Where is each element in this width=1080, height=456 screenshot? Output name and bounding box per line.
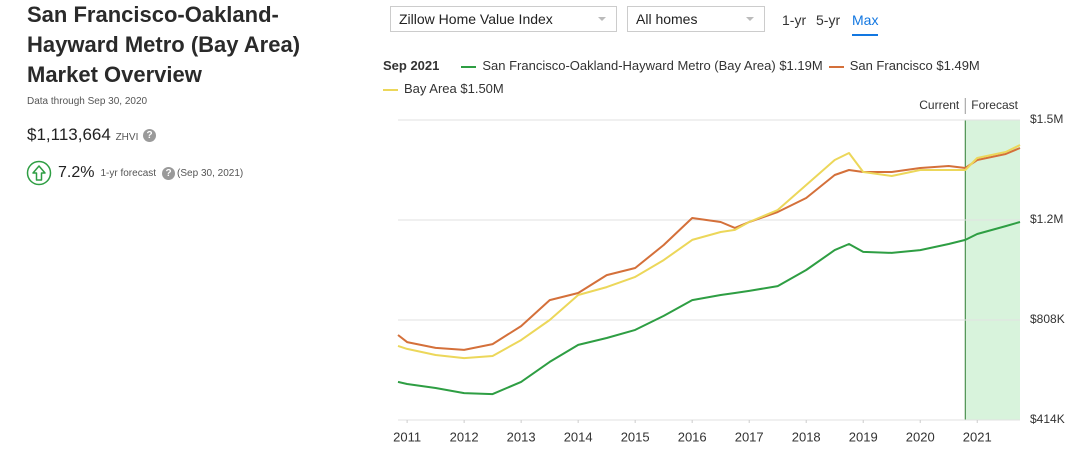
x-tick-label: 2011 xyxy=(393,429,421,444)
x-tick-label: 2015 xyxy=(621,429,650,444)
legend-label: San Francisco-Oakland-Hayward Metro (Bay… xyxy=(482,58,823,73)
legend-swatch xyxy=(461,65,477,68)
legend-item: San Francisco-Oakland-Hayward Metro (Bay… xyxy=(461,54,823,77)
current-label: Current xyxy=(919,98,960,112)
y-tick-label: $414K xyxy=(1030,412,1065,426)
x-tick-label: 2019 xyxy=(849,429,878,444)
forecast-label: 1-yr forecast xyxy=(100,167,157,179)
y-tick-label: $1.2M xyxy=(1030,212,1063,226)
legend-swatch xyxy=(383,88,398,91)
y-tick-label: $1.5M xyxy=(1030,112,1063,126)
x-tick-label: 2021 xyxy=(963,429,992,444)
data-date: Data through Sep 30, 2020 xyxy=(27,96,148,107)
forecast-label: Forecast xyxy=(971,98,1018,112)
x-tick-label: 2013 xyxy=(507,429,536,444)
series-line xyxy=(397,147,1021,351)
x-tick-label: 2020 xyxy=(906,429,935,444)
legend-swatch xyxy=(828,65,844,68)
x-tick-label: 2016 xyxy=(678,429,707,444)
range-tab[interactable]: 1-yr xyxy=(782,12,807,28)
help-icon[interactable]: ? xyxy=(162,166,176,180)
help-icon[interactable]: ? xyxy=(143,129,157,143)
y-tick-label: $808K xyxy=(1030,312,1065,326)
legend-label: San Francisco $1.49M xyxy=(849,58,980,73)
market-title: San Francisco-Oakland-Hayward Metro (Bay… xyxy=(27,2,301,87)
legend-item: Bay Area $1.50M xyxy=(383,77,504,100)
x-tick-label: 2017 xyxy=(735,429,764,444)
x-tick-label: 2018 xyxy=(792,429,821,444)
home-type-select[interactable]: All homes xyxy=(627,6,765,32)
zhvi-value: $1,113,664 xyxy=(27,125,111,144)
legend-date: Sep 2021 xyxy=(383,58,440,73)
range-tab[interactable]: 5-yr xyxy=(816,12,841,28)
forecast-value: 7.2% xyxy=(58,164,95,181)
series-line xyxy=(397,221,1021,396)
x-tick-label: 2014 xyxy=(564,429,593,444)
zhvi-row: $1,113,664 ZHVI ? xyxy=(27,125,157,145)
forecast-band xyxy=(965,120,1020,420)
zhvi-label: ZHVI xyxy=(115,132,139,143)
forecast-date: (Sep 30, 2021) xyxy=(177,167,244,179)
forecast-icon xyxy=(26,160,52,186)
series-line xyxy=(397,144,1021,360)
forecast-row: 7.2% 1-yr forecast ? (Sep 30, 2021) xyxy=(26,160,243,186)
legend: Sep 2021 San Francisco-Oakland-Hayward Me… xyxy=(383,54,1073,100)
x-tick-label: 2012 xyxy=(450,429,479,444)
legend-label: Bay Area $1.50M xyxy=(404,81,504,96)
index-select[interactable]: Zillow Home Value Index xyxy=(390,6,617,32)
legend-item: San Francisco $1.49M xyxy=(828,54,980,77)
range-tab[interactable]: Max xyxy=(852,12,879,36)
